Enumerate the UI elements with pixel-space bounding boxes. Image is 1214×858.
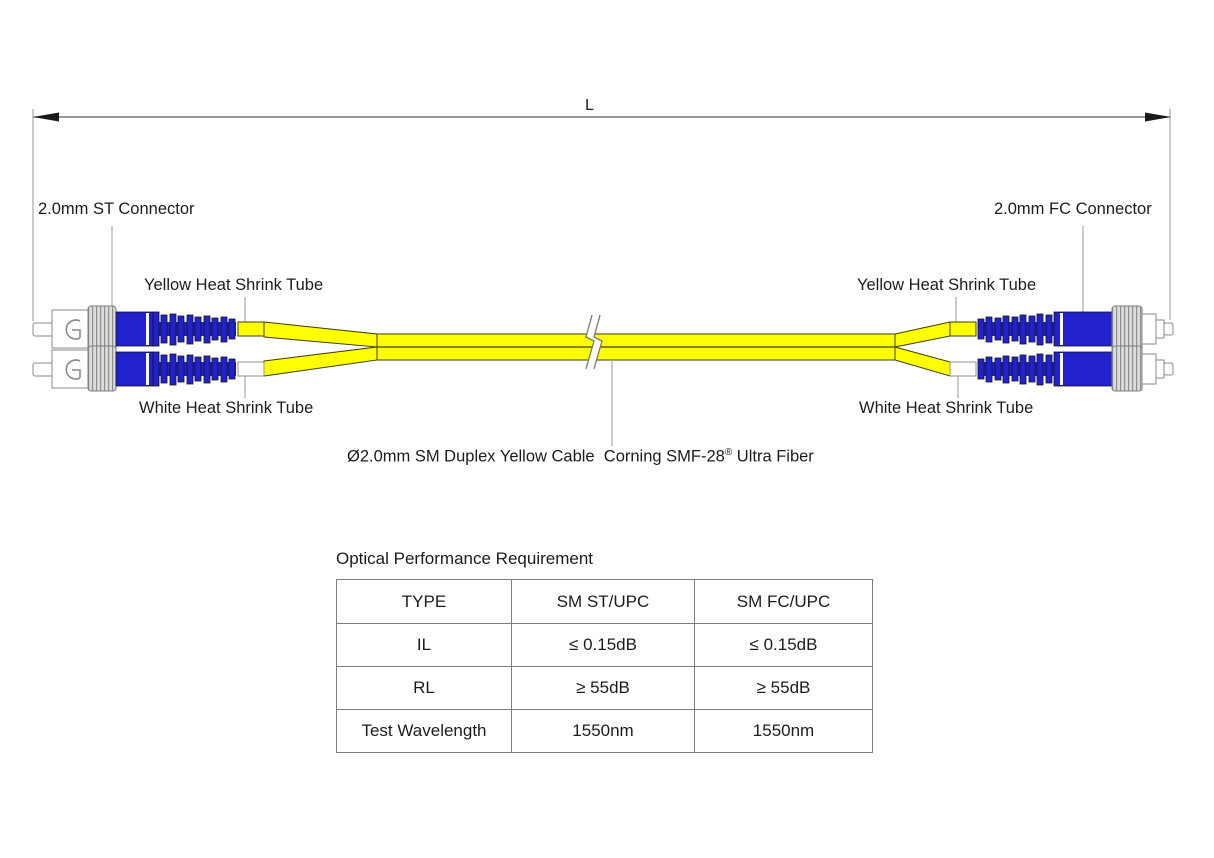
- st-housing: [51, 309, 90, 349]
- white-heat-shrink-left: [237, 361, 265, 377]
- st-knurled-ring: [87, 305, 117, 352]
- optical-performance-table: TYPE SM ST/UPC SM FC/UPC IL ≤ 0.15dB ≤ 0…: [336, 579, 873, 753]
- st-bayonet-slot: [65, 319, 81, 340]
- optical-performance-section: Optical Performance Requirement TYPE SM …: [336, 549, 873, 753]
- registered-trademark-symbol: ®: [724, 447, 733, 458]
- cable-branch-top-left: [263, 321, 378, 348]
- row-label-rl: RL: [336, 666, 512, 710]
- white-tube-label-right: White Heat Shrink Tube: [859, 399, 1034, 417]
- st-boot-ribs: [152, 351, 236, 387]
- fc-housing-step: [1155, 319, 1165, 339]
- fc-housing: [1141, 353, 1157, 385]
- table-row: Test Wavelength 1550nm 1550nm: [336, 709, 873, 753]
- cable-break-symbol: [585, 314, 603, 370]
- rl-st-value: ≥ 55dB: [511, 666, 695, 710]
- rl-fc-value: ≥ 55dB: [694, 666, 873, 710]
- cable-description-main: Ø2.0mm SM Duplex Yellow Cable Corning SM…: [347, 447, 725, 466]
- yellow-tube-label-left: Yellow Heat Shrink Tube: [144, 276, 324, 294]
- fc-connector-bottom: [949, 345, 1174, 392]
- fc-connector-top: [949, 305, 1174, 352]
- fc-knurled-nut: [1111, 305, 1143, 352]
- duplex-cable: [263, 314, 951, 377]
- table-row: IL ≤ 0.15dB ≤ 0.15dB: [336, 623, 873, 667]
- table-title: Optical Performance Requirement: [336, 549, 594, 568]
- st-bayonet-slot: [65, 359, 81, 380]
- wavelength-st-value: 1550nm: [511, 709, 695, 753]
- dimension-arrow-right: [1145, 112, 1171, 122]
- st-knurled-ring: [87, 345, 117, 392]
- yellow-heat-shrink-left: [237, 321, 265, 337]
- fc-ferrule: [1163, 322, 1174, 336]
- white-heat-shrink-right: [949, 361, 977, 377]
- st-ferrule: [32, 362, 54, 377]
- il-fc-value: ≤ 0.15dB: [694, 623, 873, 667]
- table-row: RL ≥ 55dB ≥ 55dB: [336, 666, 873, 710]
- fc-ferrule: [1163, 362, 1174, 376]
- fc-housing-step: [1155, 359, 1165, 379]
- st-connector-top: [32, 305, 265, 352]
- fc-boot-ribs: [977, 313, 1054, 346]
- dimension-label: L: [585, 97, 594, 114]
- yellow-tube-label-right: Yellow Heat Shrink Tube: [857, 276, 1037, 294]
- st-connector-label: 2.0mm ST Connector: [38, 200, 195, 218]
- st-connector-bottom: [32, 345, 265, 392]
- dimension-arrow-left: [33, 112, 59, 122]
- fc-body: [1053, 311, 1113, 347]
- st-boot-ribs: [152, 311, 236, 347]
- fc-boot-ribs: [977, 353, 1054, 386]
- header-sm-fc-upc: SM FC/UPC: [694, 579, 873, 624]
- cable-description-tail: Ultra Fiber: [732, 447, 814, 466]
- cable-description-label: Ø2.0mm SM Duplex Yellow Cable Corning SM…: [347, 447, 814, 467]
- cable-branch-bottom-right: [894, 346, 951, 377]
- header-sm-st-upc: SM ST/UPC: [511, 579, 695, 624]
- fc-connector-label: 2.0mm FC Connector: [994, 200, 1152, 218]
- fc-housing: [1141, 313, 1157, 345]
- fc-knurled-nut: [1111, 345, 1143, 392]
- cable-branch-bottom-left: [263, 346, 378, 377]
- white-tube-label-left: White Heat Shrink Tube: [139, 399, 314, 417]
- row-label-il: IL: [336, 623, 512, 667]
- yellow-heat-shrink-right: [949, 321, 977, 337]
- cable-branch-top-right: [894, 321, 951, 348]
- wavelength-fc-value: 1550nm: [694, 709, 873, 753]
- table-header-row: TYPE SM ST/UPC SM FC/UPC: [336, 579, 873, 624]
- dimension-line: [32, 109, 1171, 321]
- il-st-value: ≤ 0.15dB: [511, 623, 695, 667]
- row-label-test-wavelength: Test Wavelength: [336, 709, 512, 753]
- st-housing: [51, 349, 90, 389]
- cable-drawing: [32, 109, 1174, 446]
- header-type: TYPE: [336, 579, 512, 624]
- st-ferrule: [32, 322, 54, 337]
